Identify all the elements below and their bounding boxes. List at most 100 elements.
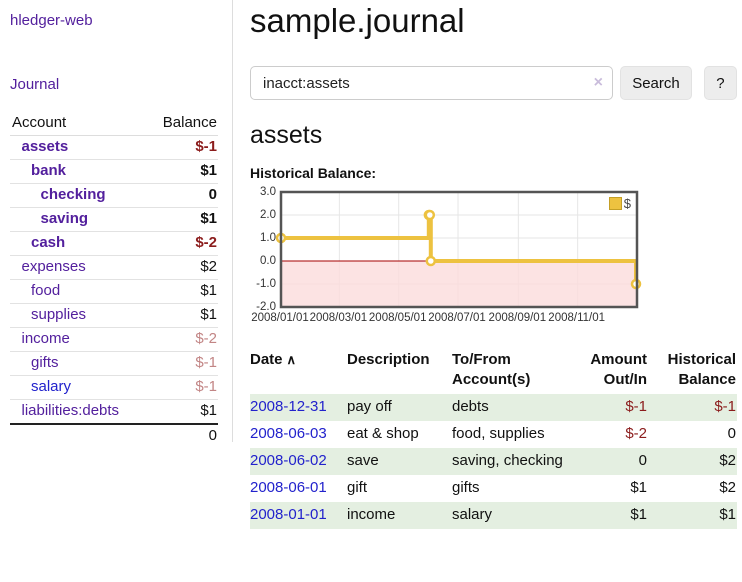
account-row: food $1 [10, 279, 218, 304]
account-link[interactable]: assets [21, 138, 69, 155]
sort-asc-icon: ∧ [286, 352, 297, 367]
app-title-link[interactable]: hledger-web [10, 12, 93, 29]
account-heading: assets [250, 121, 323, 149]
clear-search-icon[interactable]: × [593, 74, 603, 91]
transaction-balance: $2 [719, 479, 736, 496]
account-balance: $-1 [146, 375, 218, 400]
main-content: sample.journal × Search ? assets Histori… [250, 0, 737, 529]
journal-header-amount: Amount Out/In [590, 351, 647, 388]
chart-legend: $ [606, 195, 633, 212]
x-tick-label: 2008/05/01 [368, 312, 427, 324]
y-tick-label: 0.0 [260, 255, 276, 267]
accounts-total-row: 0 [10, 423, 218, 448]
transaction-amount: $-1 [575, 394, 648, 421]
account-balance: $1 [146, 399, 218, 425]
account-link[interactable]: expenses [21, 258, 86, 275]
page-title: sample.journal [250, 2, 465, 39]
transaction-description: eat & shop [347, 425, 419, 442]
transaction-description: pay off [347, 394, 452, 421]
transaction-accounts: food, supplies [452, 425, 545, 442]
transaction-accounts: salary [452, 502, 575, 529]
y-tick-label: 2.0 [260, 209, 276, 221]
y-tick-label: -1.0 [256, 278, 276, 290]
account-row: gifts $-1 [10, 351, 218, 376]
sidebar-account-rows: assets $-1 bank $1 checking 0 saving $1 cash $-2 e… [10, 135, 218, 425]
transaction-description: gift [347, 479, 368, 496]
transaction-date-link[interactable]: 2008-06-02 [250, 452, 327, 469]
journal-header-accounts: To/From Account(s) [452, 351, 531, 388]
accounts-header-account: Account [10, 111, 147, 136]
search-bar: × Search ? [250, 66, 737, 100]
journal-header-date[interactable]: Date ∧ [250, 351, 297, 368]
y-tick-label: 1.0 [260, 232, 276, 244]
transaction-description: save [347, 448, 452, 475]
account-row: supplies $1 [10, 303, 218, 328]
transaction-description: income [347, 502, 452, 529]
accounts-header-row: Account Balance [10, 111, 218, 136]
help-button[interactable]: ? [703, 66, 737, 100]
y-tick-label: 3.0 [260, 186, 276, 198]
x-tick-label: 2008/09/01 [488, 312, 547, 324]
transaction-date-link[interactable]: 2008-12-31 [250, 398, 327, 415]
chart-y-axis: 3.0 2.0 1.0 0.0 -1.0 -2.0 [250, 186, 276, 313]
x-tick-label: 2008/03/01 [309, 312, 368, 324]
transaction-accounts: debts [452, 394, 575, 421]
transaction-balance: $2 [648, 448, 737, 475]
transaction-accounts: gifts [452, 479, 480, 496]
chart-x-axis: 2008/01/01 2008/03/01 2008/05/01 2008/07/01… [251, 312, 638, 326]
account-row: cash $-2 [10, 231, 218, 256]
legend-swatch-icon [608, 197, 622, 210]
sidebar: hledger-web Journal Account Balance asse… [0, 0, 233, 448]
account-link[interactable]: bank [31, 162, 67, 179]
account-balance: $2 [146, 255, 218, 280]
account-balance: $-2 [146, 327, 218, 352]
account-balance: $-2 [146, 231, 218, 256]
account-row: income $-2 [10, 327, 218, 352]
account-row: expenses $2 [10, 255, 218, 280]
transaction-date-link[interactable]: 2008-06-03 [250, 425, 327, 442]
chart-svg [275, 190, 642, 309]
account-balance: $1 [146, 303, 218, 328]
account-balance: 0 [146, 183, 218, 208]
account-row: saving $1 [10, 207, 218, 232]
account-row: bank $1 [10, 159, 218, 184]
search-input[interactable] [250, 66, 613, 100]
transaction-amount: $1 [575, 502, 648, 529]
transaction-amount: $-2 [625, 425, 647, 442]
transaction-row: 2008-01-01 income salary $1 $1 [250, 502, 737, 529]
journal-header-row: Date ∧ Description To/From Account(s) Amo… [250, 348, 737, 394]
transaction-balance: 0 [727, 425, 736, 442]
account-link[interactable]: supplies [31, 306, 87, 323]
transaction-amount: $1 [630, 479, 647, 496]
journal-table: Date ∧ Description To/From Account(s) Amo… [250, 348, 737, 529]
legend-label: $ [623, 196, 631, 211]
transaction-date-link[interactable]: 2008-01-01 [250, 506, 327, 523]
account-link[interactable]: food [31, 282, 61, 299]
nav-journal-link[interactable]: Journal [10, 76, 60, 93]
account-link[interactable]: checking [40, 186, 106, 203]
search-button[interactable]: Search [620, 66, 692, 100]
account-link[interactable]: salary [31, 378, 72, 395]
journal-rows: 2008-12-31 pay off debts $-1 $-1 2008-06-03 ea… [250, 394, 737, 529]
chart-plot: $ [275, 190, 642, 309]
journal-header-description: Description [347, 351, 430, 368]
chart-title: Historical Balance: [250, 165, 377, 181]
account-link[interactable]: gifts [31, 354, 59, 371]
account-link[interactable]: cash [31, 234, 66, 251]
account-link[interactable]: liabilities:debts [21, 402, 120, 419]
account-row: liabilities:debts $1 [10, 399, 218, 425]
transaction-balance: $-1 [648, 394, 737, 421]
accounts-total-value: 0 [146, 423, 218, 448]
accounts-header-balance: Balance [146, 111, 218, 136]
x-tick-label: 2008/01/01 [251, 312, 309, 324]
account-row: assets $-1 [10, 135, 218, 160]
account-link[interactable]: saving [40, 210, 89, 227]
account-link[interactable]: income [21, 330, 70, 347]
balance-chart: 3.0 2.0 1.0 0.0 -1.0 -2.0 $ 2008/01/01 2008/03… [250, 186, 670, 327]
account-balance: $1 [146, 207, 218, 232]
account-balance: $1 [146, 279, 218, 304]
x-tick-label: 2008/07/01 [428, 312, 486, 324]
x-tick-label: 2008/11/01 [548, 312, 606, 324]
account-row: checking 0 [10, 183, 218, 208]
transaction-date-link[interactable]: 2008-06-01 [250, 479, 327, 496]
